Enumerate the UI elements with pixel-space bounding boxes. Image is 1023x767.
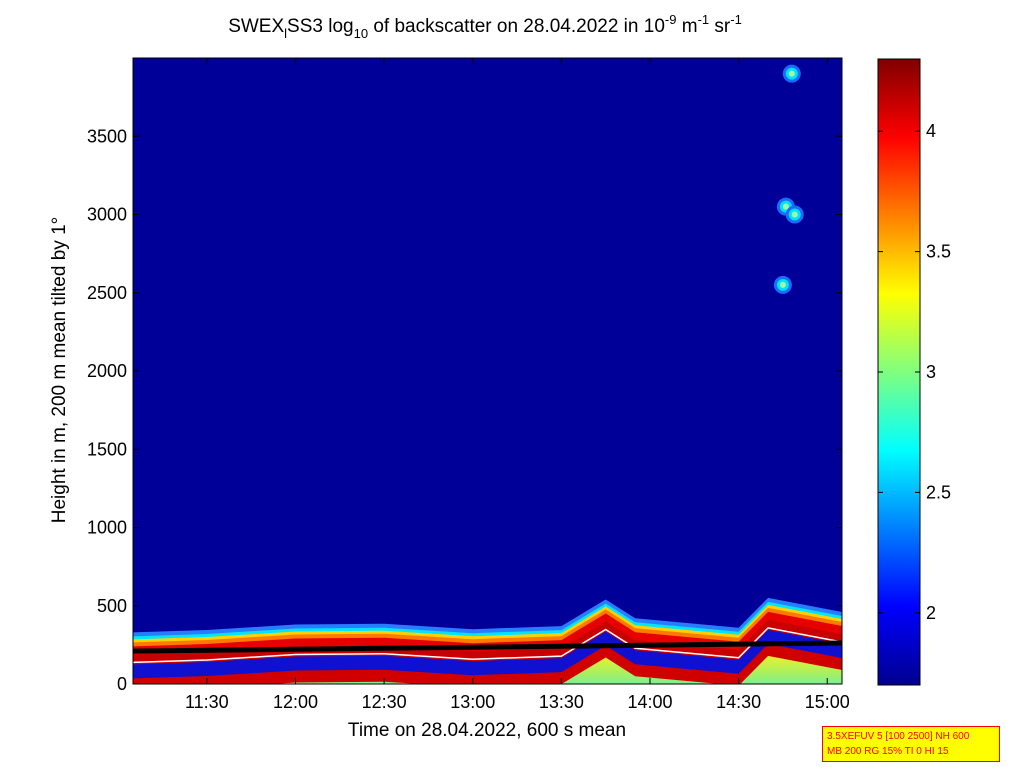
y-axis-label: Height in m, 200 m mean tilted by 1° — [49, 217, 70, 523]
x-axis-label: Time on 28.04.2022, 600 s mean — [348, 720, 626, 741]
x-tick-label: 14:30 — [716, 692, 761, 712]
x-tick-label: 15:00 — [805, 692, 850, 712]
y-tick-label: 2000 — [87, 361, 127, 381]
heatmap-background — [133, 58, 842, 684]
y-tick-label: 1500 — [87, 439, 127, 459]
colorbar — [877, 58, 921, 686]
x-tick-label: 12:30 — [362, 692, 407, 712]
colorbar-tick-label: 4 — [926, 121, 936, 141]
bl-white-contour — [133, 627, 842, 664]
y-axis: 0 500 1000 1500 2000 2500 3000 3500 — [87, 126, 842, 694]
x-axis: 11:30 12:00 12:30 13:00 13:30 14:00 14:30 15:00 — [185, 58, 850, 712]
y-tick-label: 3000 — [87, 205, 127, 225]
bl-band-ground — [133, 655, 842, 684]
colorbar-tick-label: 3.5 — [926, 242, 951, 262]
x-tick-label: 12:00 — [273, 692, 318, 712]
info-line-1: 3.5XEFUV 5 [100 2500] NH 600 — [827, 731, 970, 742]
colorbar-tick-label: 2.5 — [926, 482, 951, 502]
y-tick-label: 3500 — [87, 126, 127, 146]
x-tick-label: 14:00 — [627, 692, 672, 712]
y-tick-label: 500 — [97, 596, 127, 616]
boundary-layer — [133, 597, 842, 684]
colorbar-tick-label: 3 — [926, 362, 936, 382]
heatmap-plot-area — [133, 58, 842, 684]
bl-band-lower-red — [133, 643, 842, 684]
y-tick-label: 0 — [117, 674, 127, 694]
cloud-patch-core — [782, 203, 789, 210]
chart-title: SWEXlSS3 log10 of backscatter on 28.04.2… — [228, 12, 742, 41]
x-tick-label: 13:00 — [450, 692, 495, 712]
processing-info-box: 3.5XEFUV 5 [100 2500] NH 600 MB 200 RG 1… — [822, 726, 1000, 762]
x-tick-label: 13:30 — [539, 692, 584, 712]
x-tick-label: 11:30 — [185, 692, 229, 712]
y-tick-label: 2500 — [87, 283, 127, 303]
ground-black-line — [133, 640, 842, 654]
cloud-patch-core — [791, 211, 798, 218]
colorbar-tick-label: 2 — [926, 603, 936, 623]
info-line-2: MB 200 RG 15% TI 0 HI 15 — [827, 746, 949, 757]
colorbar-ticks: 2 2.5 3 3.5 4 — [878, 121, 951, 623]
cloud-patch-core — [779, 281, 786, 288]
y-tick-label: 1000 — [87, 518, 127, 538]
cloud-layer — [773, 64, 804, 294]
cloud-patch-core — [788, 70, 795, 77]
